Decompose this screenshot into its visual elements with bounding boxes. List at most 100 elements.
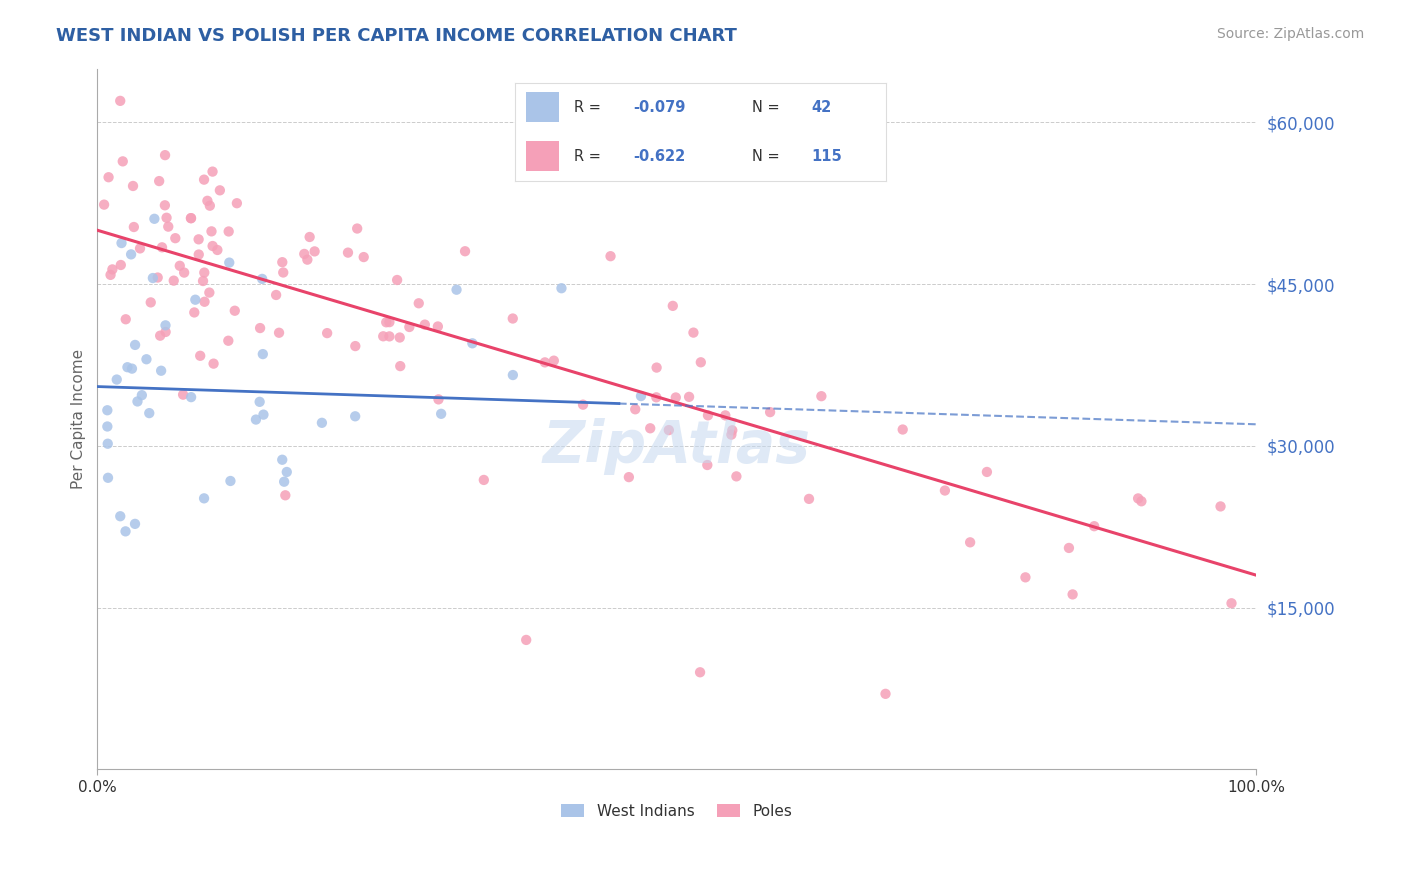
Point — [135, 352, 157, 367]
Point — [114, 524, 136, 539]
Point — [153, 198, 176, 212]
Point — [875, 687, 897, 701]
Point — [180, 211, 202, 226]
Point — [599, 249, 621, 263]
Point — [207, 243, 229, 257]
Point — [193, 172, 215, 186]
Point — [665, 391, 688, 405]
Point — [454, 244, 477, 259]
Point — [375, 315, 398, 329]
Point — [198, 199, 221, 213]
Point — [252, 347, 274, 361]
Point — [934, 483, 956, 498]
Point — [550, 281, 572, 295]
Point — [696, 458, 718, 472]
Point — [163, 274, 186, 288]
Point — [155, 211, 177, 225]
Point — [180, 211, 202, 226]
Point — [298, 230, 321, 244]
Point — [188, 349, 211, 363]
Point — [143, 211, 166, 226]
Point — [96, 403, 118, 417]
Point — [187, 247, 209, 261]
Point — [797, 491, 820, 506]
Point — [149, 328, 172, 343]
Point — [344, 409, 367, 424]
Point — [297, 252, 319, 267]
Point — [638, 421, 661, 435]
Point — [250, 272, 273, 286]
Point — [572, 398, 595, 412]
Point — [110, 509, 132, 524]
Point — [225, 196, 247, 211]
Point — [645, 360, 668, 375]
Point — [271, 265, 294, 279]
Point — [184, 293, 207, 307]
Point — [427, 392, 450, 407]
Point — [426, 319, 449, 334]
Point — [110, 94, 132, 108]
Point — [408, 296, 430, 310]
Point — [617, 470, 640, 484]
Point — [543, 353, 565, 368]
Point — [721, 423, 744, 437]
Point — [662, 299, 685, 313]
Point — [218, 224, 240, 238]
Point — [124, 338, 146, 352]
Point — [689, 355, 711, 369]
Point — [217, 334, 239, 348]
Point — [249, 321, 271, 335]
Point — [891, 423, 914, 437]
Point — [201, 239, 224, 253]
Point — [1209, 500, 1232, 514]
Point — [173, 266, 195, 280]
Point — [1130, 494, 1153, 508]
Point — [274, 488, 297, 502]
Point — [725, 469, 748, 483]
Text: Source: ZipAtlas.com: Source: ZipAtlas.com — [1216, 27, 1364, 41]
Point — [389, 359, 412, 373]
Point — [245, 412, 267, 426]
Point — [122, 178, 145, 193]
Point — [645, 390, 668, 404]
Point — [430, 407, 453, 421]
Point — [689, 665, 711, 680]
Point — [193, 491, 215, 506]
Point — [150, 364, 173, 378]
Point — [316, 326, 339, 340]
Point — [218, 255, 240, 269]
Point — [378, 315, 401, 329]
Text: WEST INDIAN VS POLISH PER CAPITA INCOME CORRELATION CHART: WEST INDIAN VS POLISH PER CAPITA INCOME … — [56, 27, 737, 45]
Point — [157, 219, 180, 234]
Point — [271, 255, 294, 269]
Point — [388, 330, 411, 344]
Point — [200, 224, 222, 238]
Point — [155, 318, 177, 333]
Point — [276, 465, 298, 479]
Point — [398, 320, 420, 334]
Point — [150, 240, 173, 254]
Point — [201, 164, 224, 178]
Point — [180, 390, 202, 404]
Point — [97, 471, 120, 485]
Point — [678, 390, 700, 404]
Point — [129, 241, 152, 255]
Point — [534, 355, 557, 369]
Point — [127, 394, 149, 409]
Point — [413, 318, 436, 332]
Point — [373, 329, 395, 343]
Point — [446, 283, 468, 297]
Point — [273, 475, 295, 489]
Point — [264, 288, 287, 302]
Point — [193, 294, 215, 309]
Point — [193, 266, 215, 280]
Point — [208, 183, 231, 197]
Point — [311, 416, 333, 430]
Point — [624, 402, 647, 417]
Point — [304, 244, 326, 259]
Point — [1062, 587, 1084, 601]
Text: ZipAtlas: ZipAtlas — [543, 418, 811, 475]
Point — [385, 273, 408, 287]
Point — [105, 372, 128, 386]
Point — [515, 632, 537, 647]
